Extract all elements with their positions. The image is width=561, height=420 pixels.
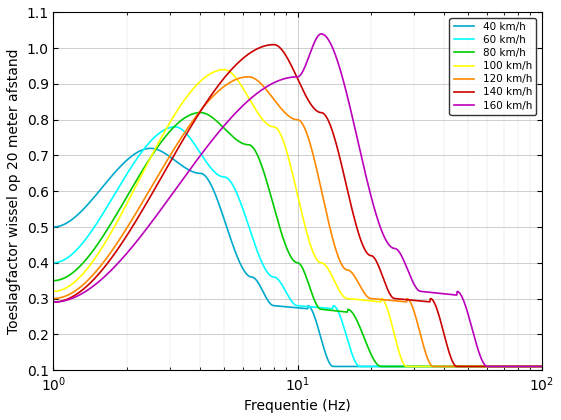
60 km/h xyxy=(357,364,364,369)
100 km/h xyxy=(404,364,411,369)
120 km/h xyxy=(245,74,252,79)
60 km/h xyxy=(347,346,354,352)
40 km/h xyxy=(147,146,154,151)
40 km/h xyxy=(472,364,479,369)
Y-axis label: Toeslagfactor wissel op 20 meter afstand: Toeslagfactor wissel op 20 meter afstand xyxy=(7,48,21,334)
160 km/h xyxy=(318,32,324,37)
160 km/h xyxy=(485,364,491,369)
140 km/h xyxy=(270,42,277,47)
40 km/h xyxy=(348,364,355,369)
120 km/h xyxy=(50,296,57,301)
40 km/h xyxy=(80,207,87,212)
Line: 160 km/h: 160 km/h xyxy=(53,34,541,367)
100 km/h xyxy=(472,364,479,369)
60 km/h xyxy=(172,124,178,129)
160 km/h xyxy=(421,289,427,294)
140 km/h xyxy=(50,299,57,304)
100 km/h xyxy=(50,289,57,294)
160 km/h xyxy=(334,58,341,63)
80 km/h xyxy=(538,364,545,369)
Line: 60 km/h: 60 km/h xyxy=(53,127,541,367)
140 km/h xyxy=(421,299,427,304)
120 km/h xyxy=(472,364,479,369)
100 km/h xyxy=(80,271,87,276)
60 km/h xyxy=(421,364,428,369)
Line: 120 km/h: 120 km/h xyxy=(53,77,541,367)
120 km/h xyxy=(538,364,545,369)
160 km/h xyxy=(471,334,478,339)
80 km/h xyxy=(334,309,341,314)
160 km/h xyxy=(362,169,369,174)
100 km/h xyxy=(220,67,227,72)
160 km/h xyxy=(80,290,87,295)
80 km/h xyxy=(362,337,369,342)
140 km/h xyxy=(362,247,369,252)
60 km/h xyxy=(538,364,545,369)
X-axis label: Frequentie (Hz): Frequentie (Hz) xyxy=(244,399,351,413)
40 km/h xyxy=(330,364,337,369)
80 km/h xyxy=(197,110,204,115)
140 km/h xyxy=(80,286,87,291)
60 km/h xyxy=(80,239,87,244)
40 km/h xyxy=(538,364,545,369)
40 km/h xyxy=(362,364,369,369)
80 km/h xyxy=(347,308,354,313)
140 km/h xyxy=(538,364,545,369)
60 km/h xyxy=(472,364,479,369)
40 km/h xyxy=(421,364,428,369)
60 km/h xyxy=(334,307,341,312)
140 km/h xyxy=(472,364,479,369)
Line: 140 km/h: 140 km/h xyxy=(53,45,541,367)
100 km/h xyxy=(362,298,369,303)
80 km/h xyxy=(378,364,385,369)
80 km/h xyxy=(472,364,479,369)
80 km/h xyxy=(421,364,428,369)
120 km/h xyxy=(80,282,87,287)
160 km/h xyxy=(538,364,545,369)
120 km/h xyxy=(347,269,354,274)
40 km/h xyxy=(335,364,342,369)
80 km/h xyxy=(80,260,87,265)
Legend: 40 km/h, 60 km/h, 80 km/h, 100 km/h, 120 km/h, 140 km/h, 160 km/h: 40 km/h, 60 km/h, 80 km/h, 100 km/h, 120… xyxy=(449,18,536,115)
60 km/h xyxy=(50,260,57,265)
100 km/h xyxy=(334,285,341,290)
Line: 40 km/h: 40 km/h xyxy=(53,148,541,367)
120 km/h xyxy=(430,364,437,369)
120 km/h xyxy=(421,346,427,351)
140 km/h xyxy=(334,146,341,151)
140 km/h xyxy=(454,364,461,369)
80 km/h xyxy=(50,278,57,283)
60 km/h xyxy=(362,364,369,369)
120 km/h xyxy=(334,252,341,257)
100 km/h xyxy=(347,296,354,301)
Line: 100 km/h: 100 km/h xyxy=(53,70,541,367)
160 km/h xyxy=(347,106,354,111)
140 km/h xyxy=(347,200,354,205)
40 km/h xyxy=(50,224,57,229)
100 km/h xyxy=(421,364,428,369)
Line: 80 km/h: 80 km/h xyxy=(53,113,541,367)
120 km/h xyxy=(362,291,369,297)
100 km/h xyxy=(538,364,545,369)
160 km/h xyxy=(50,299,57,304)
